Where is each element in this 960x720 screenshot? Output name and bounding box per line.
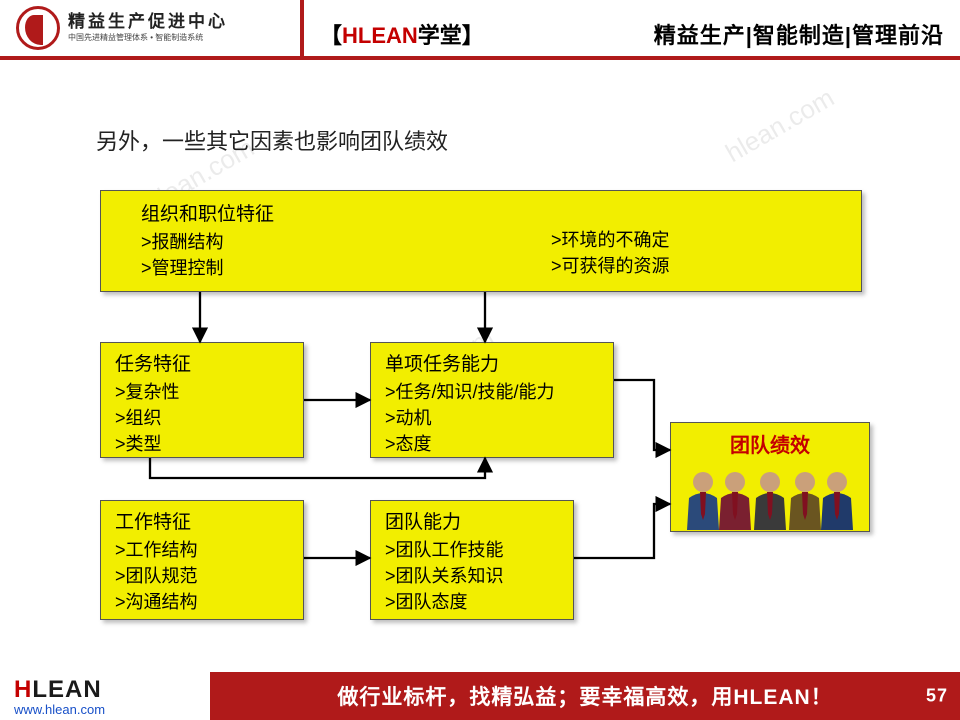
node-title: 组织和职位特征	[141, 201, 411, 229]
node-task-traits: 任务特征 >复杂性 >组织 >类型	[100, 342, 304, 458]
arrow	[150, 458, 485, 478]
brand-black: LEAN	[32, 676, 101, 703]
node-title: 单项任务能力	[385, 351, 599, 379]
node-item: >团队规范	[115, 563, 289, 589]
node-item: >管理控制	[141, 255, 411, 281]
node-team-performance: 团队绩效	[670, 422, 870, 532]
node-item: >团队工作技能	[385, 537, 559, 563]
footer-slogan: 做行业标杆，找精弘益；要幸福高效，用HLEAN！	[337, 681, 832, 711]
node-org-traits: 组织和职位特征 >报酬结构 >管理控制 >环境的不确定 >可获得的资源	[100, 190, 862, 292]
node-item: >团队态度	[385, 589, 559, 615]
node-item: >环境的不确定	[551, 227, 821, 253]
footer-site: www.hlean.com	[14, 702, 210, 717]
node-title: 工作特征	[115, 509, 289, 537]
node-item: >沟通结构	[115, 589, 289, 615]
people-icon	[671, 460, 869, 530]
node-item: >动机	[385, 405, 599, 431]
node-title: 任务特征	[115, 351, 289, 379]
arrow	[614, 380, 670, 450]
people-svg-icon	[675, 462, 865, 530]
arrow	[574, 504, 670, 558]
node-item: >可获得的资源	[551, 253, 821, 279]
flow-canvas: 组织和职位特征 >报酬结构 >管理控制 >环境的不确定 >可获得的资源 任务特征…	[0, 0, 960, 720]
page-number: 57	[926, 686, 948, 707]
node-item: >复杂性	[115, 379, 289, 405]
node-item: >态度	[385, 431, 599, 457]
footer: HLEAN www.hlean.com 做行业标杆，找精弘益；要幸福高效，用HL…	[0, 672, 960, 720]
node-team-capability: 团队能力 >团队工作技能 >团队关系知识 >团队态度	[370, 500, 574, 620]
node-item: >任务/知识/技能/能力	[385, 379, 599, 405]
footer-bar: 做行业标杆，找精弘益；要幸福高效，用HLEAN！ 57	[210, 672, 960, 720]
node-item: >组织	[115, 405, 289, 431]
node-item: >类型	[115, 431, 289, 457]
node-title: 团队能力	[385, 509, 559, 537]
node-item: >团队关系知识	[385, 563, 559, 589]
result-label: 团队绩效	[671, 429, 869, 458]
node-work-traits: 工作特征 >工作结构 >团队规范 >沟通结构	[100, 500, 304, 620]
footer-brand-block: HLEAN www.hlean.com	[0, 672, 210, 720]
node-item: >报酬结构	[141, 229, 411, 255]
node-individual-capability: 单项任务能力 >任务/知识/技能/能力 >动机 >态度	[370, 342, 614, 458]
node-item: >工作结构	[115, 537, 289, 563]
brand-red: H	[14, 676, 32, 703]
footer-brand: HLEAN	[14, 676, 210, 704]
